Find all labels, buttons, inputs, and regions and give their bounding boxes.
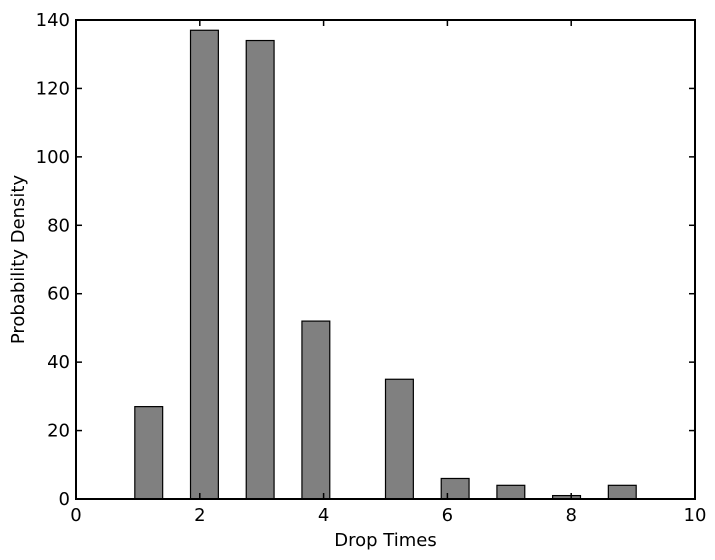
y-axis-label: Probability Density: [8, 175, 29, 345]
y-tick-label-80: 80: [47, 215, 70, 236]
bar-6: [440, 477, 470, 500]
y-tick-label-60: 60: [47, 284, 70, 305]
y-tick-label-140: 140: [36, 10, 70, 31]
x-tick-label-8: 8: [565, 505, 576, 526]
x-tick-label-4: 4: [318, 505, 329, 526]
bar-4: [301, 320, 331, 500]
y-tick-label-100: 100: [36, 147, 70, 168]
x-tick-label-0: 0: [70, 505, 81, 526]
bar-7: [496, 484, 526, 500]
x-tick-label-6: 6: [442, 505, 453, 526]
x-tick-label-10: 10: [684, 505, 707, 526]
y-tick-label-0: 0: [59, 489, 70, 510]
bar-5: [384, 378, 414, 500]
x-axis-label: Drop Times: [334, 530, 436, 551]
bar-2: [189, 29, 219, 500]
x-tick-label-2: 2: [194, 505, 205, 526]
y-tick-label-120: 120: [36, 78, 70, 99]
bar-3: [245, 39, 275, 500]
plot-frame: [75, 19, 696, 500]
bars-group: [109, 29, 637, 500]
bar-9: [607, 484, 637, 500]
bar-1: [134, 406, 164, 500]
y-tick-label-20: 20: [47, 421, 70, 442]
y-tick-label-40: 40: [47, 352, 70, 373]
